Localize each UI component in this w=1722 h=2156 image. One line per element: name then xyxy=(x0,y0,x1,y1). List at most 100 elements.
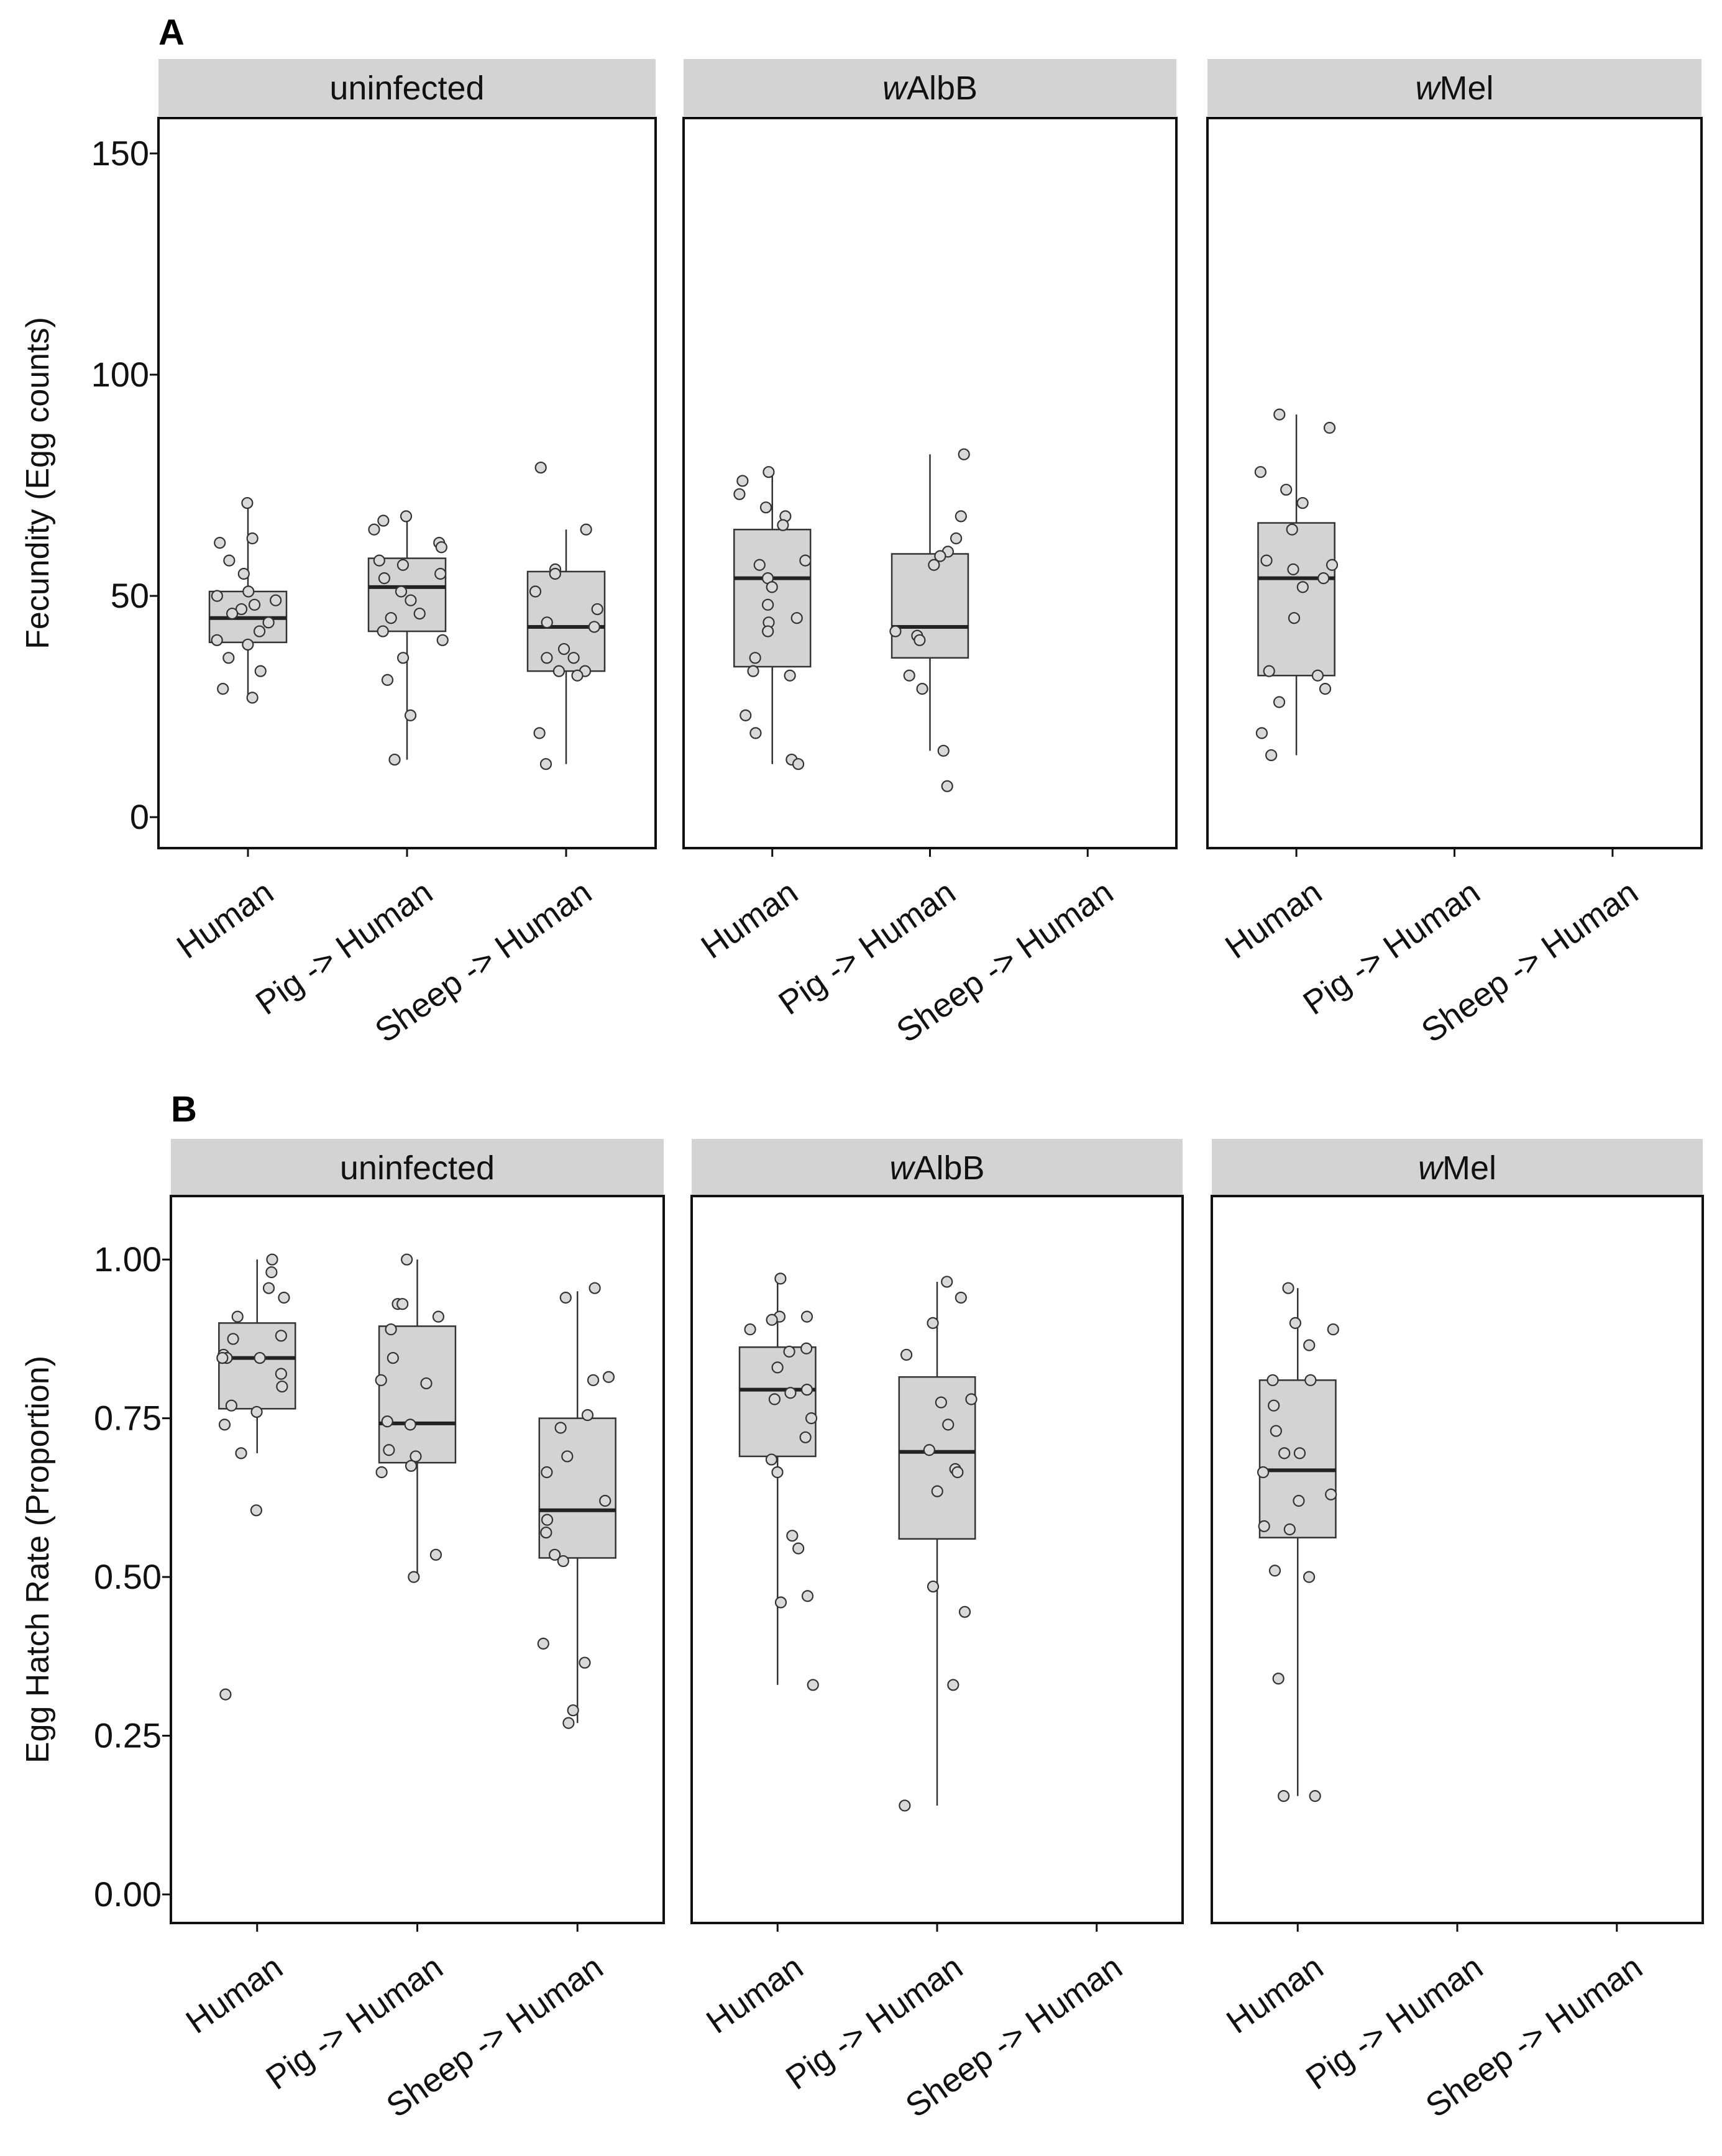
y-tick-label: 0.25 xyxy=(94,1716,162,1755)
data-point xyxy=(602,1371,615,1383)
data-point xyxy=(740,709,752,721)
data-point xyxy=(1317,572,1330,585)
data-point xyxy=(1303,1571,1316,1583)
data-point xyxy=(373,554,385,567)
data-point xyxy=(1278,1790,1290,1802)
box-group xyxy=(526,461,606,770)
data-point xyxy=(899,1799,911,1812)
data-point xyxy=(218,1418,231,1431)
x-tick-label: Human xyxy=(700,1948,810,2041)
box-group xyxy=(889,448,970,792)
facet-label: wAlbB xyxy=(889,1149,984,1187)
data-point xyxy=(278,1291,290,1304)
data-point xyxy=(766,581,778,593)
data-point xyxy=(947,1679,959,1691)
data-point xyxy=(774,1596,787,1609)
data-point xyxy=(1286,523,1298,536)
data-point xyxy=(955,510,967,523)
data-point xyxy=(548,1548,561,1561)
y-tick-label: 0 xyxy=(130,797,149,836)
data-point xyxy=(916,683,928,695)
data-point xyxy=(733,488,746,500)
data-point xyxy=(540,1526,552,1539)
data-point xyxy=(368,523,380,536)
data-point xyxy=(1296,496,1309,509)
data-point xyxy=(396,652,410,664)
data-point xyxy=(763,466,775,478)
data-point xyxy=(927,1580,940,1593)
data-point xyxy=(254,1351,266,1364)
data-point xyxy=(1288,612,1301,624)
data-point xyxy=(937,744,950,757)
data-point xyxy=(747,665,759,677)
data-point xyxy=(958,448,970,460)
data-point xyxy=(552,665,566,677)
data-point xyxy=(396,559,410,571)
data-point xyxy=(774,1272,787,1285)
data-point xyxy=(567,1704,579,1717)
data-point xyxy=(1258,1520,1270,1532)
data-point xyxy=(388,753,401,766)
data-point xyxy=(216,1351,229,1364)
data-point xyxy=(561,1450,574,1463)
data-point xyxy=(805,1412,818,1425)
data-point xyxy=(222,652,235,664)
data-point xyxy=(211,634,223,646)
box-group xyxy=(537,1282,616,1729)
data-point xyxy=(749,727,762,739)
data-point xyxy=(1278,1447,1291,1459)
data-point xyxy=(385,612,397,624)
data-point xyxy=(387,1351,399,1364)
data-point xyxy=(541,652,553,664)
data-point xyxy=(581,1409,594,1422)
data-point xyxy=(395,585,408,598)
data-point xyxy=(434,567,447,580)
data-point xyxy=(432,1310,445,1323)
data-point xyxy=(1311,669,1324,682)
data-point xyxy=(1260,554,1273,567)
data-point xyxy=(429,1548,442,1561)
data-point xyxy=(783,1345,795,1358)
x-tick-label: Human xyxy=(170,874,280,966)
x-tick-label: Human xyxy=(1220,1948,1330,2041)
data-point xyxy=(941,780,953,792)
data-point xyxy=(784,669,796,682)
data-point xyxy=(927,1317,939,1329)
y-tick-label: 50 xyxy=(111,576,149,615)
facet-label-text: AlbB xyxy=(907,70,978,107)
y-axis-title: Egg Hatch Rate (Proportion) xyxy=(20,1356,56,1763)
box xyxy=(891,553,969,659)
data-point xyxy=(749,652,761,664)
data-point xyxy=(799,554,812,567)
data-point xyxy=(554,1422,567,1434)
data-point xyxy=(762,625,774,637)
data-point xyxy=(217,683,229,695)
y-tick-label: 0.75 xyxy=(94,1399,162,1438)
panel-a: A Fecundity (Egg counts) 0 50 100 150 uninfect… xyxy=(20,12,1703,1050)
data-point xyxy=(265,1266,278,1279)
data-point xyxy=(378,572,390,585)
data-point xyxy=(786,1530,799,1542)
data-point xyxy=(923,1444,935,1456)
panel-letter: A xyxy=(158,12,185,53)
data-point xyxy=(799,1431,812,1443)
data-point xyxy=(381,674,394,686)
data-point xyxy=(1265,749,1278,762)
data-point xyxy=(768,1393,781,1405)
data-point xyxy=(567,652,580,664)
y-tick-label: 1.00 xyxy=(94,1240,162,1279)
facet-label-text: uninfected xyxy=(340,1149,495,1187)
data-point xyxy=(562,1717,575,1729)
data-point xyxy=(1282,1282,1294,1294)
data-point xyxy=(266,1253,278,1266)
facet-label: wMel xyxy=(1418,1149,1496,1187)
data-point xyxy=(766,1313,778,1326)
data-point xyxy=(1304,1374,1317,1386)
data-point xyxy=(241,496,254,509)
facet-strip xyxy=(1207,59,1701,116)
data-point xyxy=(736,475,749,487)
data-point xyxy=(599,1494,611,1507)
x-tick-label: Human xyxy=(1219,874,1329,966)
